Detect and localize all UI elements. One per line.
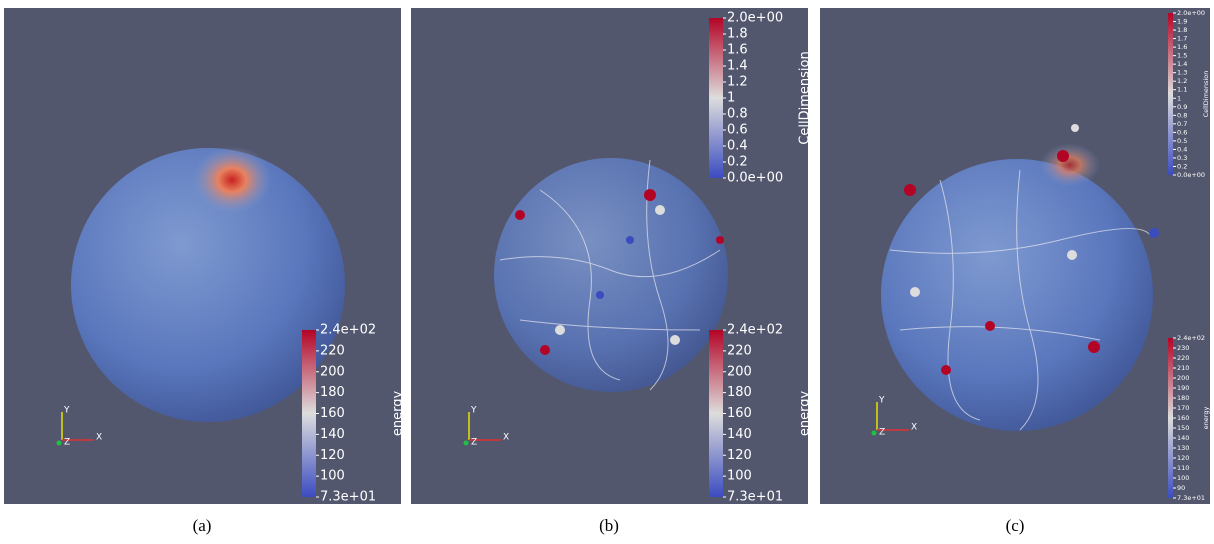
sphere <box>881 159 1153 431</box>
axis-z <box>871 430 877 436</box>
colorbar <box>1168 13 1173 175</box>
colorbar-tick-label: 180 <box>320 385 345 400</box>
colorbar-tick-label: 0.5 <box>1177 137 1187 145</box>
colorbar-tick-label: 170 <box>1177 404 1189 412</box>
axis-z <box>56 440 62 446</box>
colorbar-tick-label: 100 <box>727 469 752 484</box>
sphere <box>494 158 728 392</box>
colorbar-tick-label: 2.4e+02 <box>727 323 783 338</box>
colorbar-title: energy <box>798 391 813 437</box>
hotspot <box>192 146 272 214</box>
colorbar-tick-label: 0.8 <box>727 107 748 122</box>
colorbar-tick-label: 1.4 <box>727 59 748 74</box>
colorbar-tick-label: 160 <box>727 406 752 421</box>
colorbar-title: energy <box>1202 407 1210 430</box>
colorbar-tick-label: 140 <box>320 427 345 442</box>
colorbar-tick-label: 1.2 <box>1177 77 1187 85</box>
colorbar-tick-label: 90 <box>1177 484 1185 492</box>
axis-label-z: Z <box>879 428 885 438</box>
colorbar-tick-label: 0.6 <box>727 123 748 138</box>
colorbar-tick-label: 0.2 <box>1177 162 1187 170</box>
colorbar-title: CellDimension <box>1202 71 1210 118</box>
axis-label-x: X <box>503 433 509 443</box>
colorbar-tick-label: 160 <box>1177 414 1189 422</box>
colorbar-tick-label: 100 <box>1177 474 1189 482</box>
hotspot <box>1040 143 1100 187</box>
colorbar-tick-label: 7.3e+01 <box>320 490 376 505</box>
colorbar-tick-label: 2.4e+02 <box>1177 334 1205 342</box>
axis-label-y: Y <box>63 406 70 416</box>
colorbar-tick-label: 1.5 <box>1177 52 1187 60</box>
colorbar-tick-label: 1.4 <box>1177 60 1187 68</box>
colorbar-tick-label: 1.2 <box>727 75 748 90</box>
colorbar-tick-label: 140 <box>1177 434 1189 442</box>
colorbar-tick-label: 0.4 <box>727 139 748 154</box>
colorbar <box>1168 338 1173 498</box>
colorbar <box>302 330 316 497</box>
colorbar-tick-label: 190 <box>1177 384 1189 392</box>
colorbar <box>709 330 723 497</box>
cell-edges <box>499 159 1151 431</box>
sphere <box>71 148 345 422</box>
colorbar-tick-label: 220 <box>320 343 345 358</box>
colorbar-tick-label: 1.8 <box>727 27 748 42</box>
glyphs <box>515 124 1159 375</box>
colorbar-tick-label: 0.2 <box>727 155 748 170</box>
colorbar-tick-label: 0.8 <box>1177 111 1187 119</box>
axis-label-z: Z <box>471 438 477 448</box>
colorbar-tick-label: 100 <box>320 469 345 484</box>
colorbar-tick-label: 7.3e+01 <box>1177 494 1205 502</box>
colorbar-tick-label: 120 <box>1177 454 1189 462</box>
colorbar-tick-label: 200 <box>1177 374 1189 382</box>
colorbar-title: energy <box>391 391 406 437</box>
colorbar-tick-label: 120 <box>320 448 345 463</box>
colorbar-tick-label: 200 <box>320 364 345 379</box>
colorbar-tick-label: 0.4 <box>1177 145 1187 153</box>
colorbar-tick-label: 0.3 <box>1177 154 1187 162</box>
colorbar-title: CellDimension <box>798 51 813 144</box>
colorbar <box>709 18 723 178</box>
colorbar-tick-label: 1.6 <box>1177 43 1187 51</box>
colorbar-tick-label: 220 <box>1177 354 1189 362</box>
colorbar-tick-label: 1.9 <box>1177 18 1187 26</box>
caption: (c) <box>1006 516 1025 535</box>
colorbar-tick-label: 1.3 <box>1177 69 1187 77</box>
colorbar-tick-label: 1.7 <box>1177 35 1187 43</box>
colorbar-tick-label: 180 <box>1177 394 1189 402</box>
axis-label-y: Y <box>470 406 477 416</box>
colorbar-tick-label: 210 <box>1177 364 1189 372</box>
colorbar-tick-label: 0.7 <box>1177 120 1187 128</box>
colorbar-tick-label: 2.4e+02 <box>320 323 376 338</box>
colorbar-tick-label: 130 <box>1177 444 1189 452</box>
colorbar-tick-label: 180 <box>727 385 752 400</box>
colorbar-tick-label: 0.9 <box>1177 103 1187 111</box>
axis-label-y: Y <box>878 396 885 406</box>
axis-z <box>463 440 469 446</box>
colorbar-tick-label: 200 <box>727 364 752 379</box>
colorbar-tick-label: 1.1 <box>1177 86 1187 94</box>
colorbar-tick-label: 160 <box>320 406 345 421</box>
colorbar-tick-label: 120 <box>727 448 752 463</box>
colorbar-tick-label: 2.0e+00 <box>727 11 783 26</box>
colorbar-tick-label: 140 <box>727 427 752 442</box>
axis-label-x: X <box>96 433 102 443</box>
colorbar-tick-label: 220 <box>727 343 752 358</box>
caption: (b) <box>599 516 619 535</box>
colorbar-tick-label: 1 <box>727 91 735 106</box>
colorbar-tick-label: 1.6 <box>727 43 748 58</box>
colorbar-tick-label: 110 <box>1177 464 1189 472</box>
colorbar-tick-label: 0.0e+00 <box>1177 171 1205 179</box>
colorbar-tick-label: 7.3e+01 <box>727 490 783 505</box>
caption: (a) <box>193 516 212 535</box>
colorbar-tick-label: 0.6 <box>1177 128 1187 136</box>
colorbar-tick-label: 150 <box>1177 424 1189 432</box>
axis-label-z: Z <box>64 438 70 448</box>
colorbar-tick-label: 2.0e+00 <box>1177 9 1205 17</box>
colorbar-tick-label: 230 <box>1177 344 1189 352</box>
colorbar-tick-label: 0.0e+00 <box>727 171 783 186</box>
colorbar-tick-label: 1.8 <box>1177 26 1187 34</box>
colorbar-tick-label: 1 <box>1177 94 1181 102</box>
axis-label-x: X <box>911 423 917 433</box>
